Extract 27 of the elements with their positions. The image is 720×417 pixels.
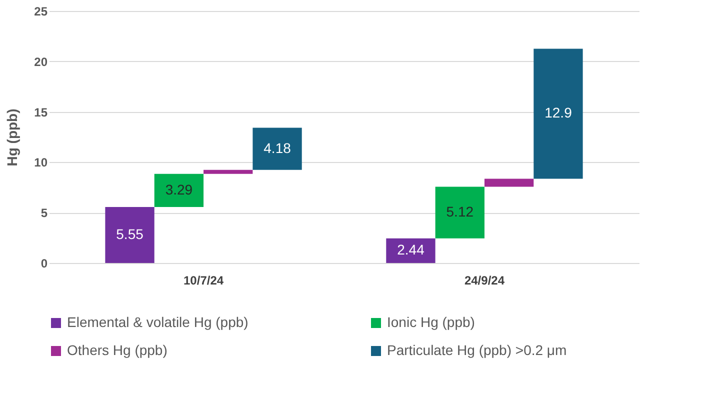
y-tick-label: 0 xyxy=(40,256,48,270)
bar xyxy=(484,178,534,187)
data-label: 5.12 xyxy=(446,204,474,220)
data-label: 2.44 xyxy=(397,242,425,258)
bar xyxy=(386,238,436,263)
legend-label: Ionic Hg (ppb) xyxy=(387,314,475,330)
bar xyxy=(435,186,484,238)
y-tick-label: 15 xyxy=(34,105,48,120)
y-tick-label: 5 xyxy=(40,206,48,220)
bar xyxy=(105,207,154,263)
y-tick-label: 10 xyxy=(34,156,48,170)
data-label: 5.55 xyxy=(116,226,144,242)
y-tick-label: 25 xyxy=(34,4,48,18)
bar xyxy=(204,170,253,174)
data-label: 4.18 xyxy=(264,140,292,156)
data-label: 12.9 xyxy=(544,104,572,121)
legend-label: Particulate Hg (ppb) >0.2 μm xyxy=(387,342,567,358)
x-tick-label: 10/7/24 xyxy=(184,274,224,288)
y-axis-title: Hg (ppb) xyxy=(4,108,20,166)
legend-label: Elemental & volatile Hg (ppb) xyxy=(67,314,248,330)
legend-label: Others Hg (ppb) xyxy=(67,342,168,358)
bar xyxy=(252,128,302,170)
data-label: 3.29 xyxy=(165,181,193,198)
x-tick-label: 24/9/24 xyxy=(464,274,505,288)
bar xyxy=(154,174,204,208)
bar xyxy=(534,48,583,179)
y-tick-label: 20 xyxy=(34,54,48,69)
